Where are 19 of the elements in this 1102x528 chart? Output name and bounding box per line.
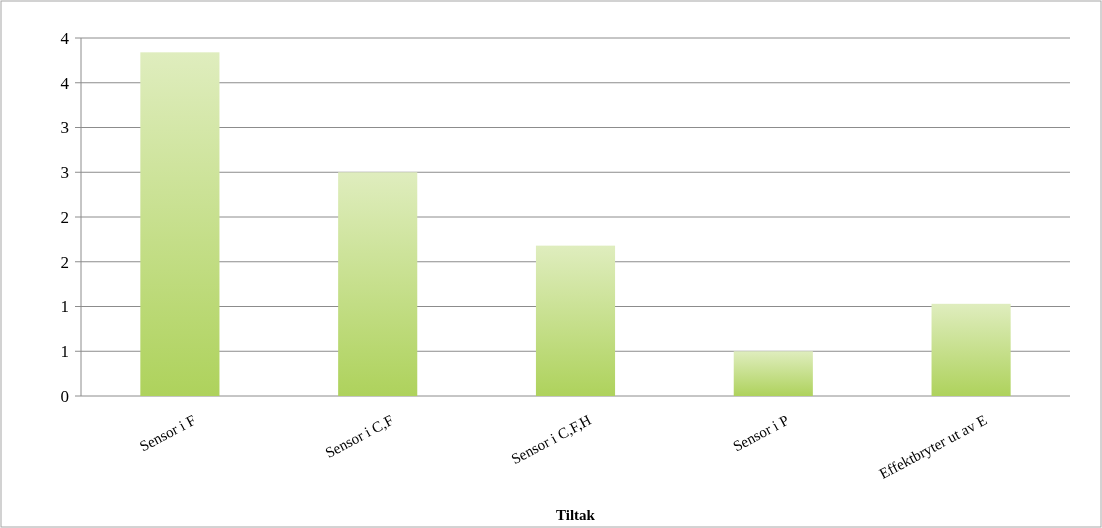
bar [733, 351, 813, 396]
x-axis-title: Tiltak [556, 507, 596, 523]
y-tick-label: 1 [60, 342, 69, 362]
x-tick-label: Sensor i F [137, 411, 199, 455]
x-tick-label: Sensor i C,F [322, 411, 397, 461]
x-tick-label: Sensor i P [730, 411, 792, 455]
bar [535, 245, 616, 396]
bar [338, 172, 418, 396]
y-tick-label: 3 [60, 118, 69, 138]
y-tick-label: 3 [60, 163, 69, 183]
y-tick-label: 0 [60, 386, 69, 406]
y-tick-label: 4 [60, 73, 70, 93]
bar [931, 303, 1011, 396]
y-tick-label: 2 [60, 252, 69, 272]
y-tick-label: 2 [60, 207, 69, 227]
y-tick-label: 1 [60, 297, 69, 317]
x-tick-label: Sensor i C,F,H [508, 411, 594, 468]
bar [140, 52, 220, 396]
y-tick-label: 4 [60, 28, 70, 48]
